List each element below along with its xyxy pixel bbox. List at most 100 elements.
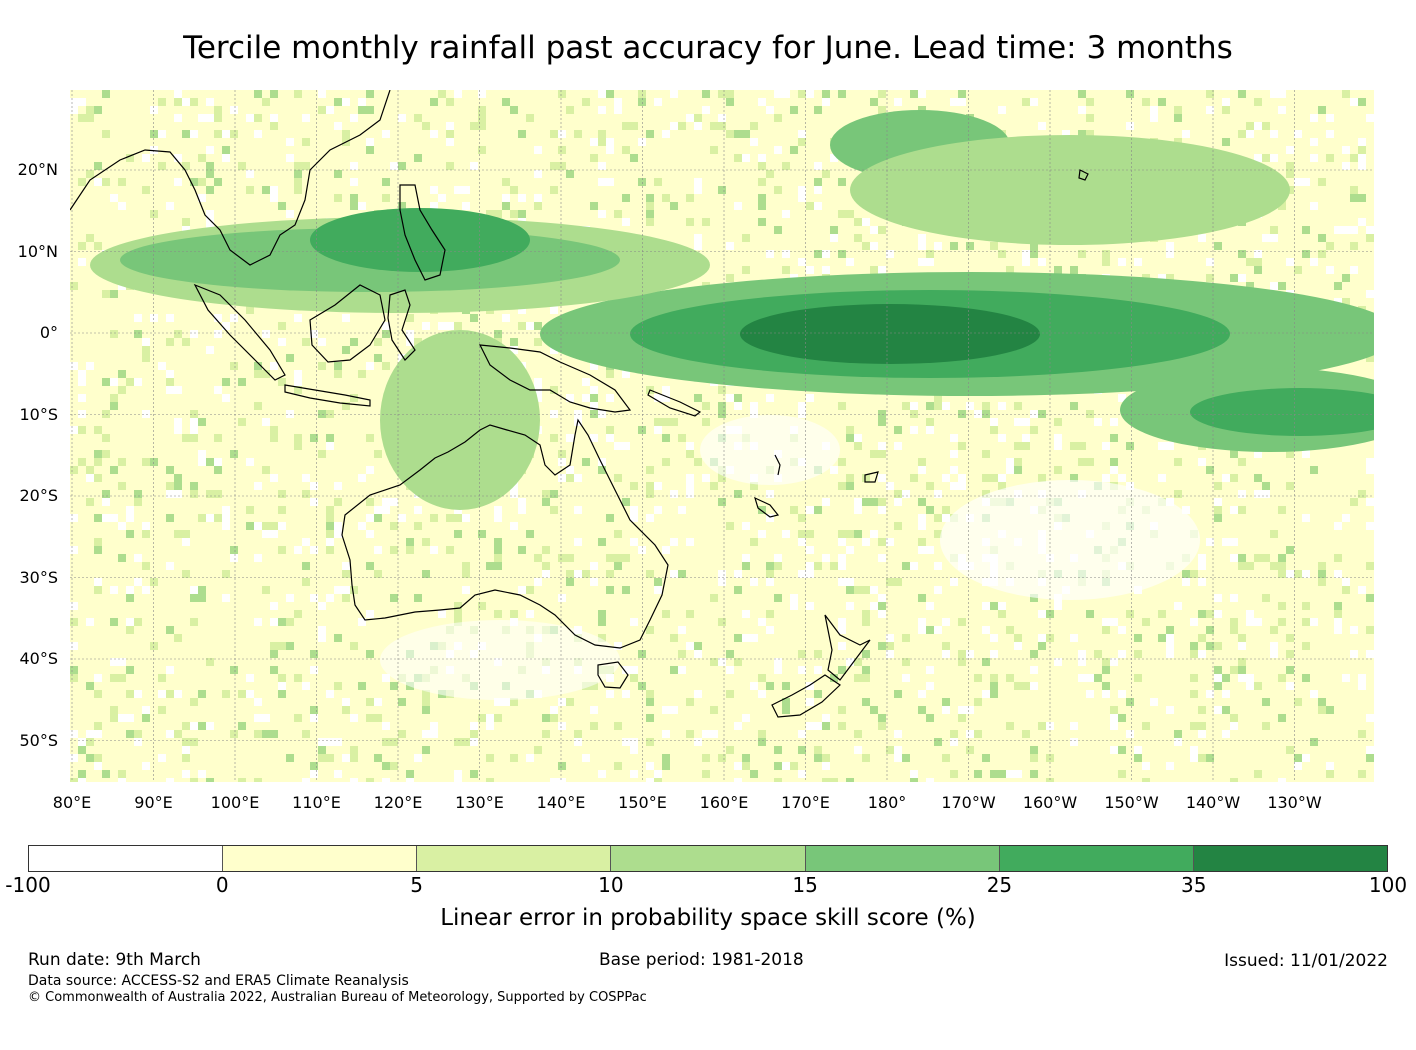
grid-cell <box>1038 122 1046 130</box>
grid-cell <box>590 706 598 714</box>
grid-cell <box>142 354 150 362</box>
grid-cell <box>206 210 214 218</box>
lon-label: 170°E <box>781 793 830 812</box>
grid-cell <box>694 738 702 746</box>
grid-cell <box>798 258 806 266</box>
grid-cell <box>462 586 470 594</box>
grid-cell <box>558 722 566 730</box>
grid-cell <box>1086 114 1094 122</box>
grid-cell <box>878 610 886 618</box>
grid-cell <box>606 570 614 578</box>
grid-cell <box>1286 450 1294 458</box>
grid-cell <box>366 90 374 98</box>
grid-cell <box>462 738 470 746</box>
grid-cell <box>534 578 542 586</box>
grid-cell <box>102 514 110 522</box>
grid-cell <box>270 618 278 626</box>
grid-cell <box>726 666 734 674</box>
grid-cell <box>190 490 198 498</box>
grid-cell <box>1014 458 1022 466</box>
grid-cell <box>1102 682 1110 690</box>
coastlines <box>70 90 1089 718</box>
grid-cell <box>1294 178 1302 186</box>
grid-cell <box>718 410 726 418</box>
grid-cell <box>758 162 766 170</box>
grid-cell <box>558 474 566 482</box>
grid-cell <box>206 458 214 466</box>
grid-cell <box>1254 770 1262 778</box>
grid-cell <box>1286 746 1294 754</box>
grid-cell <box>270 426 278 434</box>
grid-cell <box>1174 458 1182 466</box>
grid-cell <box>1302 674 1310 682</box>
grid-cell <box>766 570 774 578</box>
grid-cell <box>710 658 718 666</box>
lat-label: 20°N <box>17 160 58 179</box>
grid-cell <box>926 778 934 782</box>
grid-cell <box>942 474 950 482</box>
colorbar-segment <box>223 846 418 871</box>
grid-cell <box>1102 474 1110 482</box>
grid-cell <box>606 178 614 186</box>
grid-cell <box>918 522 926 530</box>
grid-cell <box>1022 258 1030 266</box>
grid-cell <box>358 202 366 210</box>
grid-cell <box>518 322 526 330</box>
grid-cell <box>942 754 950 762</box>
grid-cell <box>766 610 774 618</box>
grid-cell <box>782 698 790 706</box>
grid-cell <box>374 514 382 522</box>
grid-cell <box>822 90 830 98</box>
grid-cell <box>382 762 390 770</box>
grid-cell <box>902 634 910 642</box>
grid-cell <box>70 98 78 106</box>
grid-cell <box>1270 154 1278 162</box>
grid-cell <box>590 562 598 570</box>
lat-label: 10°S <box>19 404 58 424</box>
grid-cell <box>270 90 278 98</box>
grid-cell <box>334 738 342 746</box>
grid-cell <box>958 442 966 450</box>
grid-cell <box>366 778 374 782</box>
grid-cell <box>646 466 654 474</box>
grid-cell <box>446 138 454 146</box>
grid-cell <box>118 370 126 378</box>
grid-cell <box>846 530 854 538</box>
sumatra-coast <box>193 283 286 381</box>
grid-cell <box>190 594 198 602</box>
grid-cell <box>1254 98 1262 106</box>
grid-cell <box>182 722 190 730</box>
grid-cell <box>822 722 830 730</box>
grid-cell <box>998 770 1006 778</box>
grid-cell <box>158 754 166 762</box>
grid-cell <box>814 666 822 674</box>
grid-cell <box>286 754 294 762</box>
grid-cell <box>326 106 334 114</box>
grid-cell <box>1030 682 1038 690</box>
grid-cell <box>294 170 302 178</box>
grid-cell <box>462 570 470 578</box>
grid-cell <box>766 170 774 178</box>
grid-cell <box>318 450 326 458</box>
grid-cell <box>1142 762 1150 770</box>
grid-cell <box>1206 106 1214 114</box>
grid-cell <box>894 490 902 498</box>
grid-cell <box>534 394 542 402</box>
grid-cell <box>1110 746 1118 754</box>
grid-cell <box>294 186 302 194</box>
grid-cell <box>1350 266 1358 274</box>
grid-cell <box>358 618 366 626</box>
grid-cell <box>1326 762 1334 770</box>
grid-cell <box>1054 434 1062 442</box>
grid-cell <box>630 122 638 130</box>
grid-cell <box>310 330 318 338</box>
grid-cell <box>926 402 934 410</box>
grid-cell <box>270 122 278 130</box>
grid-cell <box>142 714 150 722</box>
grid-cell <box>1262 554 1270 562</box>
grid-cell <box>926 418 934 426</box>
grid-cell <box>166 626 174 634</box>
grid-cell <box>254 554 262 562</box>
grid-cell <box>182 738 190 746</box>
grid-cell <box>1118 770 1126 778</box>
